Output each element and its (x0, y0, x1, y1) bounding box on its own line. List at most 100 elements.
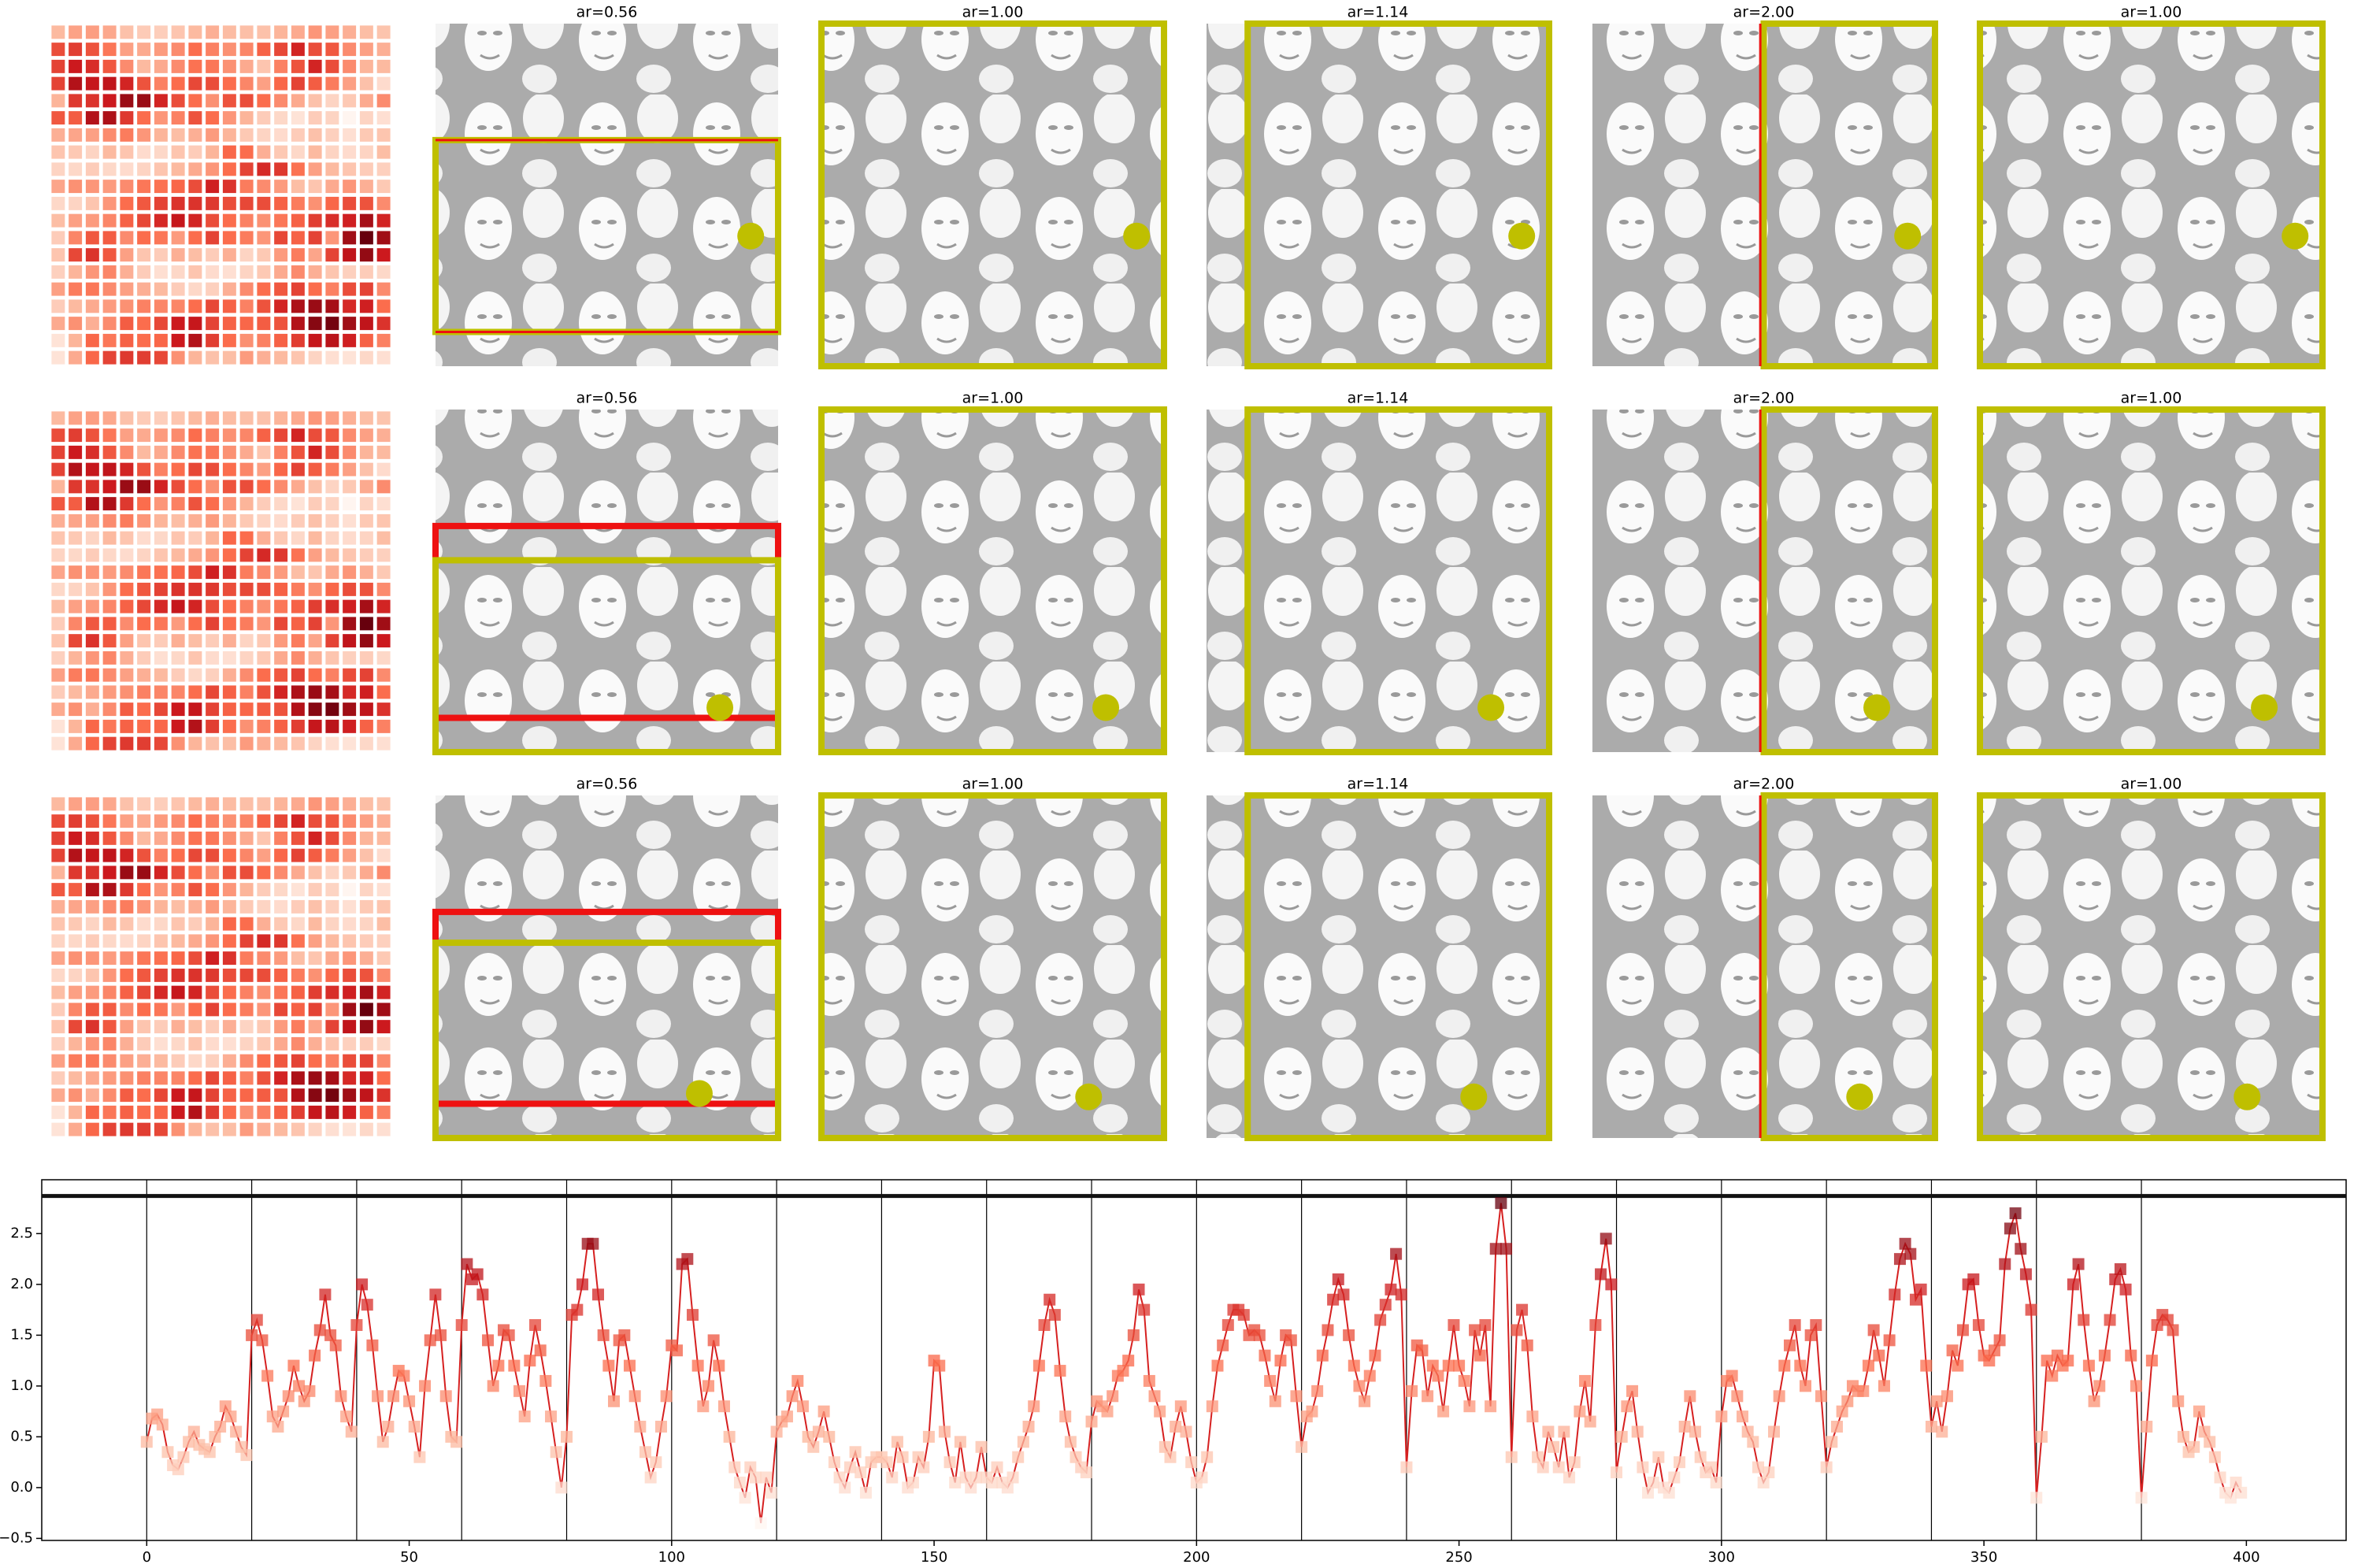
heatmap-cell (291, 43, 305, 57)
heatmap-cell (137, 248, 151, 262)
heatmap-cell (359, 848, 373, 862)
heatmap-cell (51, 866, 65, 880)
heatmap-cell (325, 1105, 339, 1119)
marker (1867, 1324, 1880, 1336)
heatmap-cell (291, 445, 305, 459)
heatmap-cell (325, 883, 339, 897)
heatmap-cell (154, 866, 168, 880)
marker (1211, 1359, 1224, 1372)
x-tick-label: 250 (1445, 1549, 1472, 1566)
heatmap-cell (222, 111, 236, 125)
heatmap-cell (188, 411, 202, 425)
heatmap-cell (325, 180, 339, 194)
heatmap-cell (222, 43, 236, 57)
marker (1710, 1476, 1722, 1488)
heatmap-cell (171, 968, 185, 982)
heatmap-cell (376, 333, 391, 347)
heatmap-cell (343, 265, 357, 279)
heatmap-cell (154, 599, 168, 613)
heatmap-cell (51, 428, 65, 443)
heatmap-cell (257, 1054, 271, 1068)
heatmap-cell (188, 128, 202, 142)
heatmap-cell (257, 1105, 271, 1119)
marker (1741, 1425, 1754, 1438)
heatmap-cell (222, 831, 236, 845)
marker (1237, 1309, 1250, 1321)
heatmap-cell (308, 797, 322, 811)
marker (1296, 1440, 1308, 1453)
marker (266, 1410, 279, 1423)
x-tick-label: 300 (1708, 1549, 1735, 1566)
heatmap-cell (239, 736, 254, 751)
heatmap-cell (85, 814, 99, 828)
heatmap-cell (257, 213, 271, 228)
heatmap-cell (206, 94, 220, 108)
heatmap-cell (257, 582, 271, 596)
heatmap-cell (102, 59, 117, 73)
heatmap-cell (376, 317, 391, 331)
heatmap-cell (171, 1105, 185, 1119)
heatmap-cell (257, 76, 271, 91)
marker (670, 1344, 683, 1357)
heatmap-cell (188, 513, 202, 528)
heatmap-cell (376, 634, 391, 648)
heatmap-cell (274, 162, 288, 176)
heatmap-cell (102, 719, 117, 733)
crop-box (1244, 406, 1552, 755)
heatmap-cell (239, 94, 254, 108)
heatmap-cell (376, 831, 391, 845)
focus-dot (1894, 222, 1922, 250)
heatmap-cell (120, 1122, 134, 1136)
heatmap-cell (69, 1105, 83, 1119)
heatmap-cell (257, 899, 271, 914)
marker (839, 1481, 851, 1494)
heatmap-cell (376, 445, 391, 459)
marker (807, 1440, 820, 1453)
marker (1862, 1359, 1874, 1372)
heatmap-cell (257, 651, 271, 665)
heatmap-cell (274, 350, 288, 365)
heatmap-cell (102, 736, 117, 751)
heatmap-cell (325, 94, 339, 108)
heatmap-cell (308, 565, 322, 580)
heatmap-cell (102, 411, 117, 425)
marker (1201, 1451, 1214, 1463)
marker (2193, 1405, 2205, 1418)
marker (744, 1461, 757, 1473)
heatmap-cell (359, 1036, 373, 1051)
marker (471, 1268, 484, 1281)
heatmap-cell (291, 617, 305, 631)
heatmap-cell (376, 299, 391, 313)
marker (1332, 1273, 1344, 1285)
heatmap-cell (239, 899, 254, 914)
heatmap-cell (359, 231, 373, 245)
marker (1359, 1395, 1371, 1407)
heatmap-cell (343, 934, 357, 948)
heatmap-cell (102, 531, 117, 545)
marker (319, 1288, 332, 1301)
heatmap-cell (222, 968, 236, 982)
heatmap-cell (376, 797, 391, 811)
heatmap-cell (137, 1020, 151, 1034)
heatmap-cell (359, 985, 373, 999)
heatmap-cell (376, 968, 391, 982)
heatmap-cell (120, 668, 134, 682)
heatmap-cell (308, 668, 322, 682)
heatmap-cell (239, 1054, 254, 1068)
marker (387, 1390, 400, 1403)
heatmap-cell (206, 985, 220, 999)
heatmap-cell (325, 797, 339, 811)
heatmap-cell (274, 702, 288, 717)
heatmap-cell (188, 445, 202, 459)
heatmap-cell (376, 1036, 391, 1051)
heatmap-cell (206, 582, 220, 596)
heatmap-cell (325, 1003, 339, 1017)
heatmap-cell (325, 462, 339, 476)
heatmap-cell (171, 866, 185, 880)
heatmap-cell (154, 445, 168, 459)
heatmap-cell (102, 180, 117, 194)
marker (765, 1486, 777, 1499)
heatmap-cell (291, 213, 305, 228)
marker (1138, 1303, 1151, 1316)
heatmap-cell (206, 180, 220, 194)
